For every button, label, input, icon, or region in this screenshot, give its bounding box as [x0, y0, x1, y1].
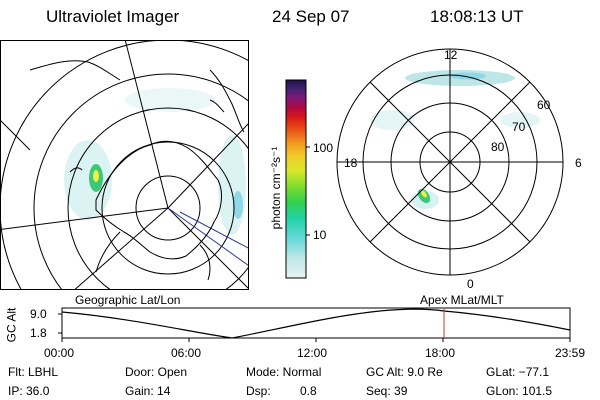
time-tick-1800: 18:00	[425, 346, 456, 360]
time-label: 18:08:13 UT	[430, 7, 524, 26]
time-tick-0600: 06:00	[171, 346, 202, 360]
time-tick-2359: 23:59	[555, 346, 586, 360]
colorbar-tick-10: 10	[313, 228, 327, 242]
seq-status: Seq: 39	[366, 384, 408, 398]
gain-status: Gain: 14	[125, 384, 171, 398]
colorbar-unit-label: photon cm⁻²s⁻¹	[269, 146, 283, 230]
mlt-polar-dial	[336, 48, 564, 276]
geographic-map	[0, 40, 249, 290]
mlat-label-60: 60	[537, 98, 551, 112]
mlt-label-18: 18	[344, 156, 358, 170]
time-tick-1200: 12:00	[297, 346, 328, 360]
altitude-tick-9: 9.0	[30, 307, 47, 321]
apex-panel-caption: Apex MLat/MLT	[420, 293, 504, 307]
coastlines	[0, 60, 245, 281]
altitude-axis-label: GC Alt	[4, 307, 19, 343]
dsp-label: Dsp:	[246, 384, 271, 398]
mlt-label-12: 12	[444, 48, 458, 62]
instrument-title: Ultraviolet Imager	[46, 7, 180, 26]
glat-status: GLat: −77.1	[486, 365, 550, 379]
date-label: 24 Sep 07	[272, 7, 350, 26]
mlt-label-6: 6	[575, 156, 582, 170]
gc-alt-status: GC Alt: 9.0 Re	[366, 365, 443, 379]
color-bar	[285, 79, 310, 279]
geo-panel-caption: Geographic Lat/Lon	[75, 293, 181, 307]
satellite-track	[167, 207, 249, 267]
altitude-plot	[58, 307, 571, 342]
ip-status: IP: 36.0	[8, 384, 50, 398]
meridian-lines	[0, 40, 249, 290]
dsp-value: 0.8	[300, 384, 317, 398]
filter-status: Flt: LBHL	[8, 365, 59, 379]
aurora-oval-geo	[64, 88, 246, 235]
colorbar-tick-100: 100	[313, 141, 334, 155]
altitude-tick-1-8: 1.8	[30, 326, 47, 340]
latitude-circles	[0, 40, 249, 290]
time-tick-0000: 00:00	[44, 346, 75, 360]
glon-status: GLon: 101.5	[486, 384, 553, 398]
mode-status: Mode: Normal	[246, 365, 322, 379]
mlat-label-80: 80	[491, 140, 505, 154]
door-status: Door: Open	[125, 365, 188, 379]
mlt-label-0: 0	[467, 277, 474, 291]
mlat-label-70: 70	[512, 120, 526, 134]
